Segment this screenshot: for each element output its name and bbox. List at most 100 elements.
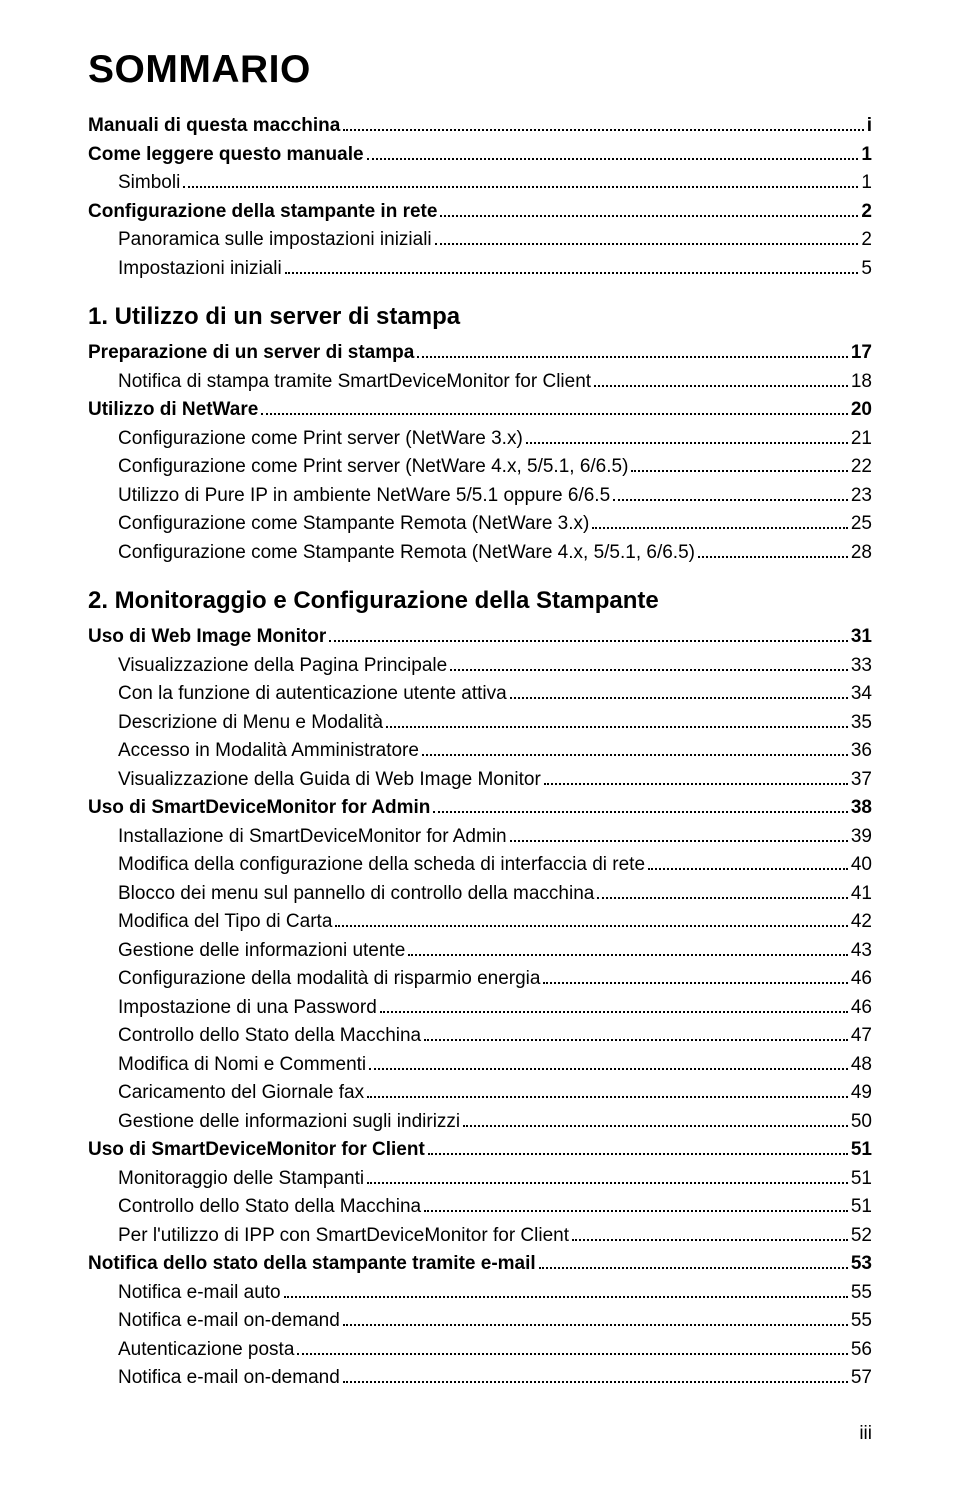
toc-entry-label: Uso di SmartDeviceMonitor for Admin [88,794,430,823]
toc-entry-page: 46 [851,994,872,1023]
toc-leader-dots [329,640,848,642]
toc-entry[interactable]: Modifica della configurazione della sche… [88,851,872,880]
toc-leader-dots [450,669,848,671]
toc-entry-page: 53 [851,1250,872,1279]
toc-entry-label: Accesso in Modalità Amministratore [118,737,419,766]
toc-entry[interactable]: Descrizione di Menu e Modalità35 [88,709,872,738]
toc-entry-label: Configurazione come Print server (NetWar… [118,453,628,482]
toc-entry-label: Configurazione come Print server (NetWar… [118,425,523,454]
toc-entry[interactable]: Preparazione di un server di stampa17 [88,339,872,368]
toc-entry-label: Controllo dello Stato della Macchina [118,1022,421,1051]
toc-entry[interactable]: Configurazione come Stampante Remota (Ne… [88,510,872,539]
toc-entry-label: Configurazione della stampante in rete [88,198,437,227]
toc-entry[interactable]: Modifica di Nomi e Commenti48 [88,1051,872,1080]
toc-leader-dots [463,1125,848,1127]
toc-leader-dots [183,186,858,188]
toc-entry-label: Uso di Web Image Monitor [88,623,326,652]
toc-entry-label: Con la funzione di autenticazione utente… [118,680,507,709]
toc-entry[interactable]: Come leggere questo manuale1 [88,141,872,170]
toc-entry-page: 36 [851,737,872,766]
toc-entry[interactable]: Configurazione della stampante in rete2 [88,198,872,227]
toc-section-1-block: Preparazione di un server di stampa17Not… [88,339,872,567]
toc-entry[interactable]: Gestione delle informazioni utente43 [88,937,872,966]
toc-entry[interactable]: Configurazione della modalità di risparm… [88,965,872,994]
toc-entry-label: Gestione delle informazioni sugli indiri… [118,1108,460,1137]
toc-leader-dots [424,1039,848,1041]
toc-entry-label: Utilizzo di Pure IP in ambiente NetWare … [118,482,610,511]
toc-leader-dots [285,272,859,274]
toc-entry[interactable]: Notifica dello stato della stampante tra… [88,1250,872,1279]
toc-entry-label: Notifica e-mail on-demand [118,1307,340,1336]
toc-leader-dots [435,243,859,245]
toc-entry[interactable]: Uso di SmartDeviceMonitor for Admin38 [88,794,872,823]
toc-entry-page: 40 [851,851,872,880]
toc-entry[interactable]: Uso di Web Image Monitor31 [88,623,872,652]
toc-entry-label: Modifica della configurazione della sche… [118,851,645,880]
toc-entry[interactable]: Modifica del Tipo di Carta42 [88,908,872,937]
toc-entry-label: Visualizzazione della Pagina Principale [118,652,447,681]
toc-entry[interactable]: Controllo dello Stato della Macchina47 [88,1022,872,1051]
toc-entry-page: 46 [851,965,872,994]
toc-entry[interactable]: Gestione delle informazioni sugli indiri… [88,1108,872,1137]
toc-entry[interactable]: Blocco dei menu sul pannello di controll… [88,880,872,909]
toc-entry-page: 28 [851,539,872,568]
toc-entry[interactable]: Accesso in Modalità Amministratore 36 [88,737,872,766]
toc-entry[interactable]: Manuali di questa macchinai [88,112,872,141]
toc-entry[interactable]: Configurazione come Print server (NetWar… [88,425,872,454]
toc-entry-page: 56 [851,1336,872,1365]
toc-leader-dots [343,1324,848,1326]
toc-entry-page: 21 [851,425,872,454]
toc-entry-page: 34 [851,680,872,709]
toc-entry-page: 20 [851,396,872,425]
toc-leader-dots [297,1353,847,1355]
toc-entry-page: 33 [851,652,872,681]
toc-leader-dots [335,925,847,927]
toc-entry-label: Autenticazione posta [118,1336,294,1365]
toc-entry-label: Per l'utilizzo di IPP con SmartDeviceMon… [118,1222,569,1251]
toc-entry[interactable]: Uso di SmartDeviceMonitor for Client51 [88,1136,872,1165]
toc-entry-label: Utilizzo di NetWare [88,396,258,425]
toc-entry[interactable]: Notifica di stampa tramite SmartDeviceMo… [88,368,872,397]
toc-entry[interactable]: Simboli1 [88,169,872,198]
toc-entry[interactable]: Configurazione come Print server (NetWar… [88,453,872,482]
toc-leader-dots [424,1210,848,1212]
toc-entry[interactable]: Impostazioni iniziali5 [88,255,872,284]
toc-entry[interactable]: Monitoraggio delle Stampanti51 [88,1165,872,1194]
toc-entry[interactable]: Controllo dello Stato della Macchina51 [88,1193,872,1222]
toc-entry[interactable]: Notifica e-mail auto55 [88,1279,872,1308]
toc-entry[interactable]: Con la funzione di autenticazione utente… [88,680,872,709]
toc-entry-page: 55 [851,1279,872,1308]
toc-entry-label: Notifica e-mail on-demand [118,1364,340,1393]
toc-leader-dots [510,697,848,699]
toc-entry[interactable]: Notifica e-mail on-demand55 [88,1307,872,1336]
toc-entry[interactable]: Installazione di SmartDeviceMonitor for … [88,823,872,852]
toc-leader-dots [433,811,847,813]
toc-entry-label: Notifica di stampa tramite SmartDeviceMo… [118,368,591,397]
toc-entry[interactable]: Visualizzazione della Pagina Principale 3… [88,652,872,681]
toc-entry-label: Blocco dei menu sul pannello di controll… [118,880,594,909]
toc-leader-dots [261,413,848,415]
toc-leader-dots [367,1096,848,1098]
toc-entry[interactable]: Autenticazione posta 56 [88,1336,872,1365]
toc-entry-page: 49 [851,1079,872,1108]
toc-entry-label: Installazione di SmartDeviceMonitor for … [118,823,507,852]
toc-leader-dots [343,1381,848,1383]
toc-entry[interactable]: Notifica e-mail on-demand57 [88,1364,872,1393]
toc-entry-label: Come leggere questo manuale [88,141,364,170]
toc-leader-dots [510,840,848,842]
toc-entry-label: Gestione delle informazioni utente [118,937,405,966]
toc-entry-page: 51 [851,1165,872,1194]
toc-entry[interactable]: Caricamento del Giornale fax49 [88,1079,872,1108]
section-2-heading: 2. Monitoraggio e Configurazione della S… [88,587,872,615]
toc-entry[interactable]: Impostazione di una Password46 [88,994,872,1023]
toc-entry[interactable]: Utilizzo di NetWare 20 [88,396,872,425]
toc-entry[interactable]: Visualizzazione della Guida di Web Image… [88,766,872,795]
toc-entry-page: 2 [861,226,872,255]
toc-entry[interactable]: Utilizzo di Pure IP in ambiente NetWare … [88,482,872,511]
toc-entry-page: 25 [851,510,872,539]
toc-entry[interactable]: Configurazione come Stampante Remota (Ne… [88,539,872,568]
toc-entry-page: 35 [851,709,872,738]
toc-entry[interactable]: Per l'utilizzo di IPP con SmartDeviceMon… [88,1222,872,1251]
toc-entry[interactable]: Panoramica sulle impostazioni iniziali2 [88,226,872,255]
toc-leader-dots [631,470,847,472]
